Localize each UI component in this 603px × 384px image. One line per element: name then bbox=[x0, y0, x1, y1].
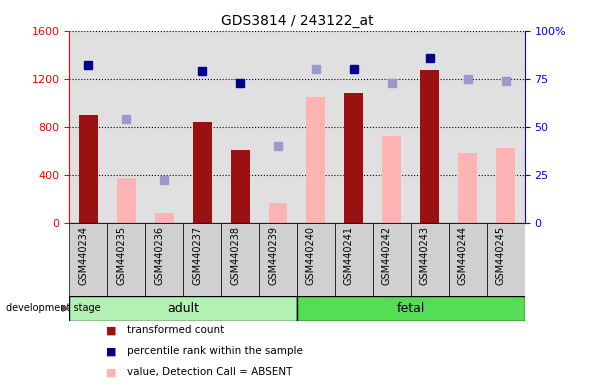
Bar bbox=[145, 223, 183, 296]
Bar bbox=[373, 223, 411, 296]
Bar bbox=[183, 223, 221, 296]
Bar bbox=[458, 153, 477, 223]
Bar bbox=[382, 136, 402, 223]
Text: fetal: fetal bbox=[397, 302, 425, 314]
Bar bbox=[221, 223, 259, 296]
Bar bbox=[69, 296, 297, 321]
Bar bbox=[335, 223, 373, 296]
Text: GSM440238: GSM440238 bbox=[230, 227, 240, 285]
Bar bbox=[297, 296, 525, 321]
Text: ■: ■ bbox=[106, 325, 116, 335]
Text: GSM440241: GSM440241 bbox=[344, 227, 354, 285]
Bar bbox=[496, 148, 515, 223]
Text: percentile rank within the sample: percentile rank within the sample bbox=[127, 346, 303, 356]
Title: GDS3814 / 243122_at: GDS3814 / 243122_at bbox=[221, 14, 373, 28]
Bar bbox=[107, 223, 145, 296]
Text: GSM440244: GSM440244 bbox=[458, 227, 468, 285]
Text: ■: ■ bbox=[106, 367, 116, 377]
Text: GSM440245: GSM440245 bbox=[496, 227, 506, 285]
Bar bbox=[487, 223, 525, 296]
Bar bbox=[268, 203, 288, 223]
Text: transformed count: transformed count bbox=[127, 325, 224, 335]
Text: GSM440243: GSM440243 bbox=[420, 227, 430, 285]
Bar bbox=[155, 213, 174, 223]
Bar bbox=[297, 223, 335, 296]
Text: ■: ■ bbox=[106, 346, 116, 356]
Bar bbox=[306, 97, 326, 223]
Bar bbox=[259, 223, 297, 296]
Text: ▶: ▶ bbox=[62, 303, 69, 313]
Text: GSM440235: GSM440235 bbox=[116, 227, 126, 285]
Bar bbox=[69, 223, 107, 296]
Text: GSM440239: GSM440239 bbox=[268, 227, 278, 285]
Text: GSM440242: GSM440242 bbox=[382, 227, 392, 285]
Bar bbox=[344, 93, 364, 223]
Text: value, Detection Call = ABSENT: value, Detection Call = ABSENT bbox=[127, 367, 292, 377]
Bar bbox=[192, 122, 212, 223]
Bar bbox=[79, 115, 98, 223]
Bar bbox=[117, 178, 136, 223]
Bar bbox=[420, 70, 439, 223]
Text: development stage: development stage bbox=[6, 303, 101, 313]
Text: adult: adult bbox=[167, 302, 199, 314]
Text: GSM440240: GSM440240 bbox=[306, 227, 316, 285]
Text: GSM440237: GSM440237 bbox=[192, 227, 202, 285]
Bar bbox=[449, 223, 487, 296]
Bar bbox=[230, 149, 250, 223]
Bar bbox=[411, 223, 449, 296]
Text: GSM440234: GSM440234 bbox=[78, 227, 88, 285]
Text: GSM440236: GSM440236 bbox=[154, 227, 164, 285]
